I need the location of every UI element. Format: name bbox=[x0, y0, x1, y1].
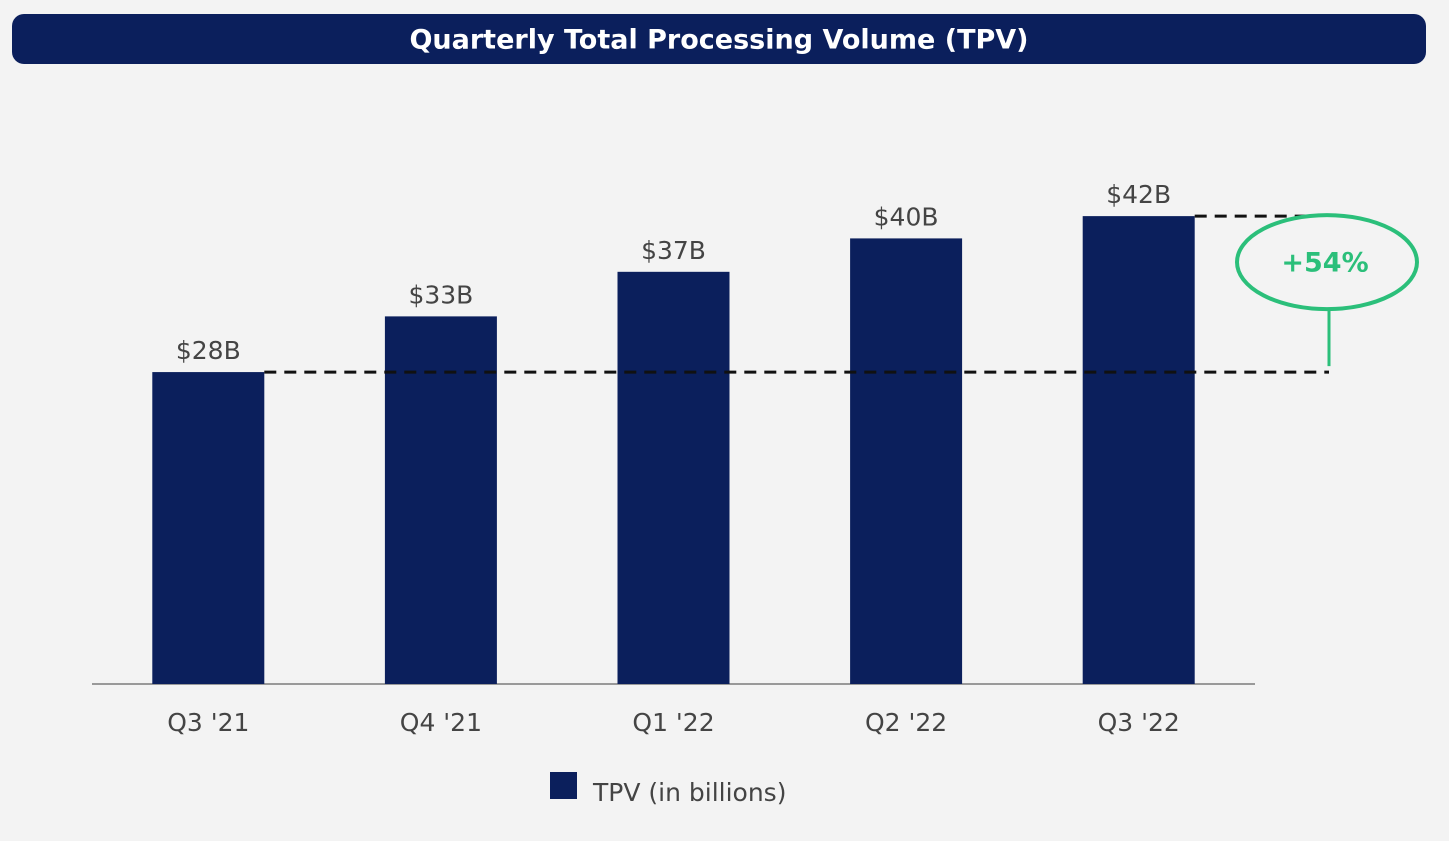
bar bbox=[384, 316, 497, 684]
data-label: $28B bbox=[176, 336, 241, 365]
chart-title: Quarterly Total Processing Volume (TPV) bbox=[409, 25, 1028, 56]
title-bar bbox=[12, 14, 1426, 64]
data-label: $33B bbox=[408, 280, 473, 309]
bar bbox=[152, 372, 265, 684]
legend-label: TPV (in billions) bbox=[592, 778, 786, 807]
data-label: $37B bbox=[641, 236, 706, 265]
annotation: +54% bbox=[1281, 248, 1368, 279]
x-tick-label: Q4 '21 bbox=[400, 708, 482, 737]
legend-swatch bbox=[550, 772, 577, 799]
x-tick-label: Q2 '22 bbox=[865, 708, 947, 737]
bar bbox=[850, 238, 963, 684]
x-tick-label: Q1 '22 bbox=[632, 708, 714, 737]
x-tick-label: Q3 '21 bbox=[167, 708, 249, 737]
data-label: $42B bbox=[1106, 180, 1171, 209]
x-tick-label: Q3 '22 bbox=[1098, 708, 1180, 737]
bar bbox=[1082, 216, 1195, 684]
annotation-ellipse bbox=[1235, 213, 1419, 312]
bar bbox=[617, 271, 730, 684]
data-label: $40B bbox=[874, 202, 939, 231]
